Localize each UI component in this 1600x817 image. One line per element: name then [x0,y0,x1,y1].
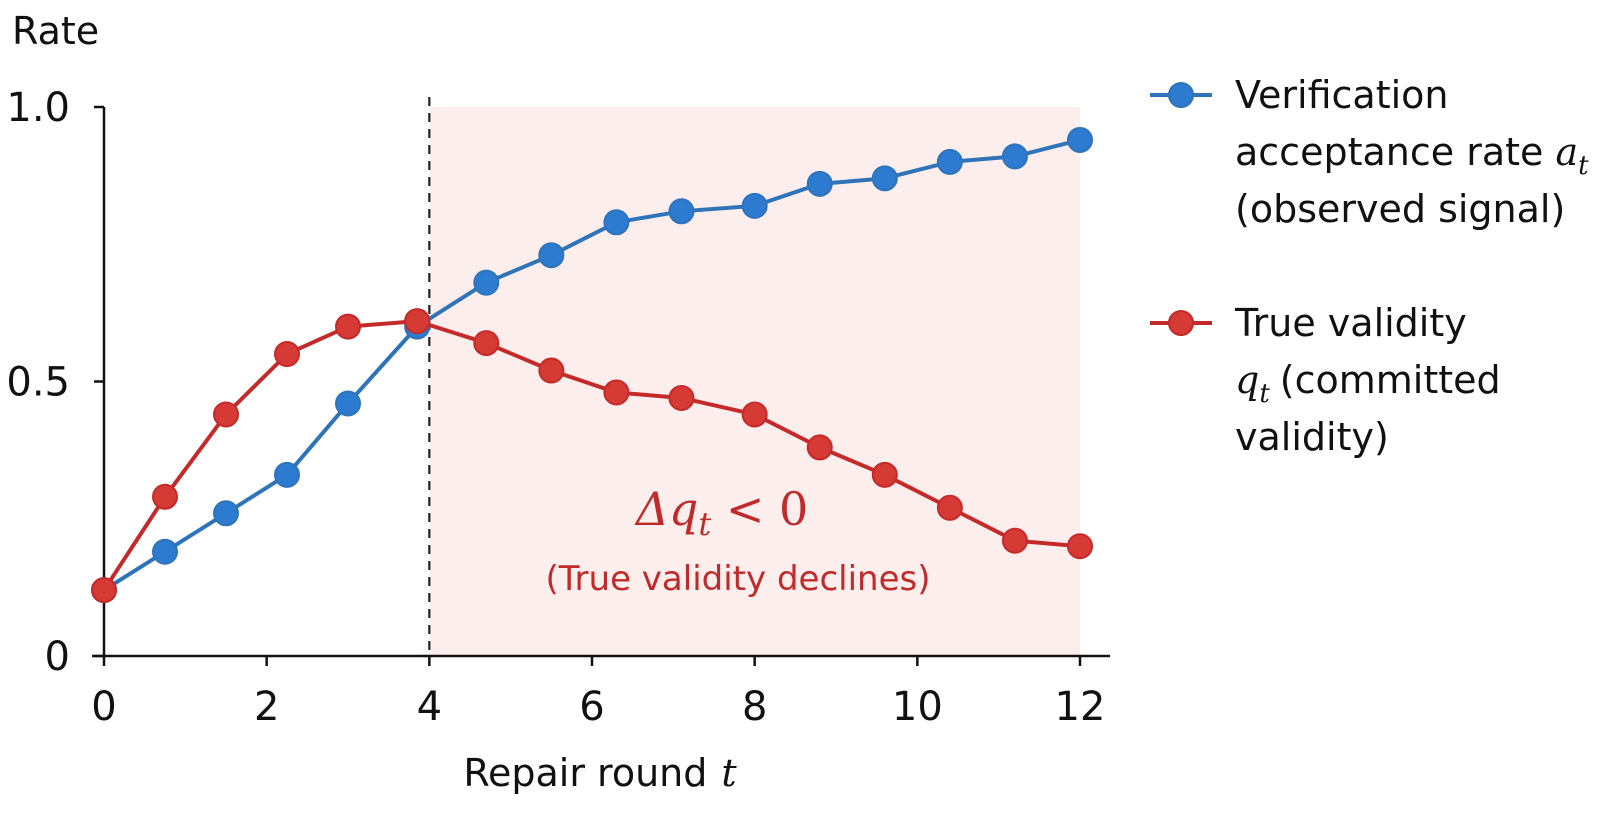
data-point [473,330,500,357]
x-tick-label: 2 [254,684,279,730]
data-point [741,192,768,219]
legend-label-line: (observed signal) [1235,187,1565,231]
data-point [1067,533,1093,560]
x-axis-title-text: Repair round [463,751,707,795]
data-point [603,379,630,406]
legend-label-line: acceptance rate at [1235,130,1589,181]
annotation-rest: < 0 [711,482,808,536]
data-point [1001,143,1028,170]
data-point [473,269,500,296]
data-point [213,401,239,428]
y-tick-label: 0.5 [6,360,70,406]
data-point [538,242,565,269]
legend-swatch-marker [1168,310,1194,336]
annotation-symbol: Δq [634,482,699,536]
data-point [871,165,898,192]
data-point [936,494,963,521]
legend-label-line: True validity [1234,301,1467,345]
x-tick-label: 4 [417,684,442,730]
legend-label-line: qt (committed [1235,358,1501,409]
x-tick-label: 0 [91,684,116,730]
data-point [1001,527,1028,554]
series-line [102,319,1081,592]
annotation-sub: (True validity declines) [546,559,931,599]
data-point [668,198,695,225]
legend: Verification acceptance rate at (observed … [1150,73,1589,459]
x-tick-label: 12 [1055,684,1106,730]
legend-label-line: Verification [1235,73,1449,117]
x-tick-label: 6 [579,684,604,730]
series-line [102,138,1081,592]
legend-swatch-marker [1168,82,1194,108]
x-tick-label: 8 [742,684,767,730]
data-point [152,538,178,565]
y-tick-label: 1.0 [6,85,70,131]
annotation-symbol-sub: t [698,505,711,543]
data-point [603,209,630,236]
x-tick-label: 10 [892,684,943,730]
x-axis-title-symbol: t [721,751,737,795]
series-2 [91,308,1093,604]
data-point [806,434,833,461]
data-point [538,357,565,384]
data-point [91,577,117,604]
data-point [668,384,695,411]
data-point [871,461,898,488]
data-point [335,390,361,417]
legend-item-1: Verification acceptance rate at (observed … [1150,73,1589,231]
ticks-layer: 0 2 4 6 8 10 12 0 0.5 1.0 [6,85,1105,730]
data-point [741,401,768,428]
data-point [1067,126,1093,153]
data-point [806,170,833,197]
series-layer [91,126,1093,604]
data-point [404,308,431,335]
data-point [274,461,300,488]
data-point [213,500,239,527]
legend-label-line: validity) [1235,415,1389,459]
x-axis-title: Repair round t [463,751,737,795]
data-point [335,313,361,340]
annotation: Δqt < 0 (True validity declines) [546,482,931,599]
data-point [152,483,178,510]
data-point [274,341,300,368]
legend-item-2: True validity qt (committed validity) [1150,301,1501,459]
annotation-main: Δqt < 0 [634,482,809,543]
y-tick-label: 0 [45,634,70,680]
data-point [936,148,963,175]
y-axis-title: Rate [12,9,99,53]
